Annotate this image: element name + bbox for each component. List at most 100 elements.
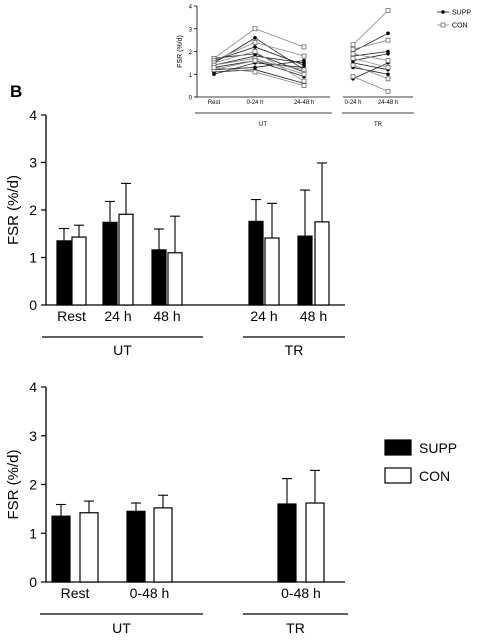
inset-group-label-tr: TR <box>374 122 383 128</box>
inset-point-con <box>301 44 307 50</box>
inset-point-con <box>301 67 307 73</box>
inset-y-tick-label: 0 <box>189 96 193 102</box>
y-tick-label-A: 2 <box>29 202 37 218</box>
inset-point-con <box>350 51 356 57</box>
inset-point-supp <box>386 31 390 36</box>
inset-line-con <box>352 64 389 80</box>
inset-point-con <box>385 76 391 82</box>
x-tick-label-B: 0-48 h <box>130 585 170 601</box>
inset-line-supp <box>213 55 305 66</box>
inset-y-axis-label: FSR (%/d) <box>177 35 184 68</box>
x-tick-label-A: 24 h <box>104 308 131 324</box>
y-tick-label-B: 3 <box>29 428 37 444</box>
inset-x-tick-label: Rest <box>208 100 221 106</box>
bar-supp-A <box>297 235 313 306</box>
bar-con-A <box>167 252 183 306</box>
y-axis-label-B: FSR (%/d) <box>5 449 22 519</box>
inset-point-con <box>252 58 258 63</box>
group-label-ut-A: UT <box>113 342 132 358</box>
bar-supp-A <box>102 221 118 306</box>
group-label-tr-B: TR <box>286 620 305 636</box>
legend-label-con: CON <box>419 468 450 484</box>
bar-supp-A <box>56 240 72 306</box>
y-tick-label-A: 3 <box>29 155 37 171</box>
legend-swatch-supp <box>384 439 412 456</box>
inset-point-con <box>301 71 307 77</box>
inset-line-con <box>352 39 389 50</box>
inset-legend-label-con: CON <box>452 23 468 30</box>
bar-con-B <box>79 512 99 583</box>
y-tick-label-A: 0 <box>29 297 37 313</box>
inset-y-tick-label: 1 <box>189 73 193 79</box>
inset-point-con <box>385 58 391 63</box>
inset-point-con <box>252 26 258 32</box>
group-label-tr-A: TR <box>285 342 304 358</box>
inset-point-supp <box>253 45 257 49</box>
group-label-ut-B: UT <box>112 620 131 636</box>
inset-line-supp <box>352 32 389 52</box>
y-axis-label-A: FSR (%/d) <box>5 175 22 245</box>
bar-supp-B <box>277 503 297 583</box>
inset-point-con <box>252 69 258 75</box>
inset-x-tick-label: 24-48 h <box>378 100 398 106</box>
bar-con-B <box>305 502 325 583</box>
inset-point-con <box>211 65 217 70</box>
inset-group-label-ut: UT <box>259 122 267 128</box>
bar-supp-A <box>151 249 167 306</box>
bar-supp-B <box>126 510 146 583</box>
inset-legend-label-supp: SUPP <box>452 10 471 17</box>
legend-label-supp: SUPP <box>419 440 457 456</box>
inset-point-con <box>252 49 258 54</box>
inset-point-con <box>301 78 307 84</box>
inset-point-con <box>301 83 307 88</box>
y-tick-label-A: 1 <box>29 250 37 266</box>
inset-point-supp <box>386 51 390 56</box>
panel-label-A: B <box>10 82 22 101</box>
inset-point-con <box>350 55 356 61</box>
inset-line-con <box>352 76 389 92</box>
legend-swatch-con <box>384 467 412 484</box>
inset-line-supp <box>352 62 389 71</box>
y-tick-label-B: 2 <box>29 477 37 493</box>
inset-point-con <box>385 37 391 43</box>
x-tick-label-A: 48 h <box>153 308 180 324</box>
bar-con-A <box>71 236 87 306</box>
bar-con-A <box>118 213 134 306</box>
inset-point-con <box>385 88 391 94</box>
x-tick-label-B: Rest <box>61 585 90 601</box>
inset-line-supp <box>352 51 389 57</box>
inset-point-con <box>385 65 391 70</box>
x-tick-label-B: 0-48 h <box>281 585 321 601</box>
inset-point-con <box>385 8 391 13</box>
bar-con-A <box>314 221 330 306</box>
y-tick-label-B: 0 <box>29 574 37 590</box>
inset-point-con <box>350 46 356 52</box>
inset-y-tick-label: 3 <box>189 27 193 33</box>
inset-point-con <box>252 40 258 45</box>
y-tick-label-A: 4 <box>29 107 37 123</box>
x-tick-label-A: 24 h <box>250 308 277 324</box>
inset-x-tick-label: 0-24 h <box>344 100 361 106</box>
inset-point-con <box>350 42 356 48</box>
inset-x-tick-label: 0-24 h <box>246 100 263 106</box>
x-tick-label-A: Rest <box>57 308 86 324</box>
inset-point-supp <box>253 36 257 40</box>
inset-line-con <box>213 41 305 61</box>
inset-point-supp <box>212 72 216 77</box>
y-tick-label-B: 1 <box>29 525 37 541</box>
bar-con-B <box>153 507 173 583</box>
inset-point-con <box>301 53 307 59</box>
inset-line-con <box>352 10 389 45</box>
x-tick-label-A: 48 h <box>300 308 327 324</box>
inset-point-supp <box>386 72 390 77</box>
inset-line-con <box>352 53 389 61</box>
bar-con-A <box>264 237 280 306</box>
inset-legend-marker-con <box>440 22 446 28</box>
inset-point-supp <box>302 58 306 63</box>
bar-supp-A <box>248 220 264 306</box>
y-tick-label-B: 4 <box>29 379 37 395</box>
bar-supp-B <box>51 515 71 583</box>
inset-x-tick-label: 24-48 h <box>294 100 314 106</box>
inset-y-tick-label: 4 <box>189 5 193 11</box>
